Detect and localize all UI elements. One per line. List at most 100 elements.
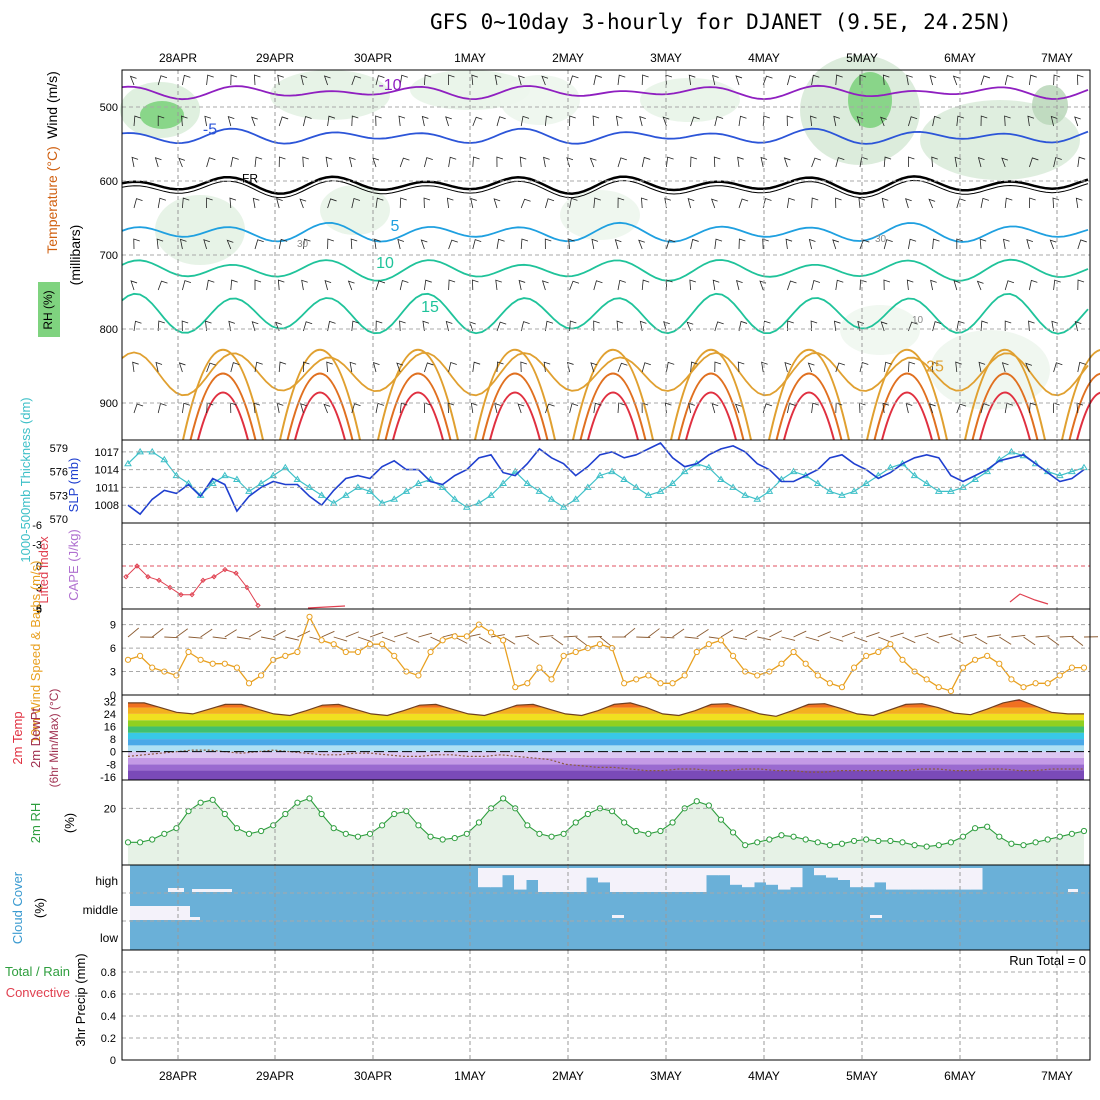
data-point — [341, 491, 350, 498]
data-point — [789, 467, 798, 475]
data-point — [572, 648, 579, 656]
wind-barb — [472, 116, 483, 127]
wind-barb — [236, 636, 251, 640]
wind-barb — [660, 636, 675, 639]
data-point — [729, 829, 737, 836]
data-point — [342, 830, 349, 837]
wind-barb — [543, 156, 550, 168]
wind-barb — [956, 238, 963, 249]
data-point — [875, 648, 882, 656]
wind-barb — [974, 636, 988, 645]
wind-barb — [956, 115, 965, 127]
isotherm-line — [121, 292, 1089, 335]
data-point — [922, 479, 931, 486]
wind-barb — [448, 74, 455, 86]
data-point — [887, 641, 894, 648]
day-label-bottom: 4MAY — [748, 1069, 780, 1083]
data-point — [633, 676, 640, 683]
wind-barb — [762, 115, 770, 127]
wind-barb — [929, 403, 936, 414]
wind-barb — [527, 636, 540, 646]
wind-barb — [853, 636, 868, 643]
wind-barb — [977, 157, 985, 168]
wind-barb — [980, 197, 990, 209]
y-tick-label: 0.8 — [101, 967, 116, 979]
data-point — [813, 479, 822, 486]
wind-barb — [375, 402, 385, 414]
data-point — [149, 836, 156, 843]
high-cloud-clear — [874, 868, 887, 883]
day-label-top: 4MAY — [748, 51, 780, 65]
thickness-label: 1000-500mb Thickness (dm) — [18, 397, 33, 562]
wind-barb — [1050, 115, 1058, 127]
wind-barb — [590, 362, 598, 373]
wind-barb — [932, 238, 940, 250]
data-point — [1080, 664, 1088, 671]
wind-barb — [859, 74, 867, 85]
data-point — [294, 799, 301, 806]
rh2m-unit-label: (%) — [62, 813, 77, 833]
temperature-arch — [384, 372, 452, 441]
wind-barb — [254, 361, 263, 373]
temperature-arch — [489, 391, 541, 441]
data-point — [633, 827, 640, 835]
wind-barb — [1029, 279, 1038, 291]
chart-title: GFS 0~10day 3-hourly for DJANET (9.5E, 2… — [430, 10, 1012, 34]
wind-barb — [938, 633, 953, 638]
wind-barb — [908, 116, 918, 127]
data-point — [318, 810, 325, 818]
data-point — [161, 830, 168, 837]
wind-barb — [545, 115, 553, 127]
wind-barb — [672, 628, 685, 638]
data-point — [379, 641, 386, 648]
rh-shading — [640, 78, 740, 122]
y-tick-label: 0 — [110, 690, 116, 702]
wind-barb — [372, 362, 380, 373]
day-label-bottom: 5MAY — [846, 1069, 878, 1083]
wind-barb — [375, 115, 382, 127]
data-point — [621, 819, 628, 826]
wind-barb — [303, 115, 312, 127]
data-point — [211, 574, 217, 580]
high-cloud-clear — [706, 868, 719, 876]
data-point — [208, 479, 217, 486]
wind-barb — [883, 156, 892, 168]
day-label-top: 29APR — [256, 51, 294, 65]
wind-barb — [182, 402, 190, 414]
wind-barb — [154, 157, 162, 168]
high-cloud-clear — [514, 868, 527, 890]
cloud-unit-label: (%) — [32, 898, 47, 918]
wind-barb — [424, 74, 432, 86]
wind-barb — [327, 198, 337, 209]
wind-barb — [448, 239, 458, 250]
precip-frame — [121, 949, 1091, 1061]
temp-band — [128, 745, 1084, 752]
wind-barb — [980, 75, 991, 86]
data-point — [221, 810, 228, 818]
wind-barb — [300, 403, 307, 414]
wind-barb — [787, 75, 797, 86]
wind-barb — [133, 198, 143, 209]
data-point — [765, 487, 774, 494]
wind-barb — [617, 279, 626, 291]
data-point — [681, 672, 688, 679]
wind-barb — [835, 157, 845, 168]
data-point — [559, 503, 568, 510]
wind-barb — [325, 156, 333, 168]
y-tick-label: -3 — [32, 540, 42, 552]
wind-barb — [251, 321, 259, 332]
y-tick-label: 0 — [110, 1055, 116, 1067]
wind-barb — [807, 362, 815, 373]
data-point — [221, 660, 228, 667]
wind-barb — [859, 239, 870, 250]
data-point — [668, 479, 677, 486]
wind-barb — [327, 115, 336, 127]
wind-barb — [856, 116, 864, 127]
wind-barb — [914, 632, 929, 638]
data-point — [524, 680, 531, 687]
data-point — [487, 629, 495, 636]
wind-barb — [1027, 115, 1035, 127]
wind-barb — [299, 198, 307, 209]
wind-barb — [978, 361, 986, 373]
data-point — [512, 684, 519, 691]
